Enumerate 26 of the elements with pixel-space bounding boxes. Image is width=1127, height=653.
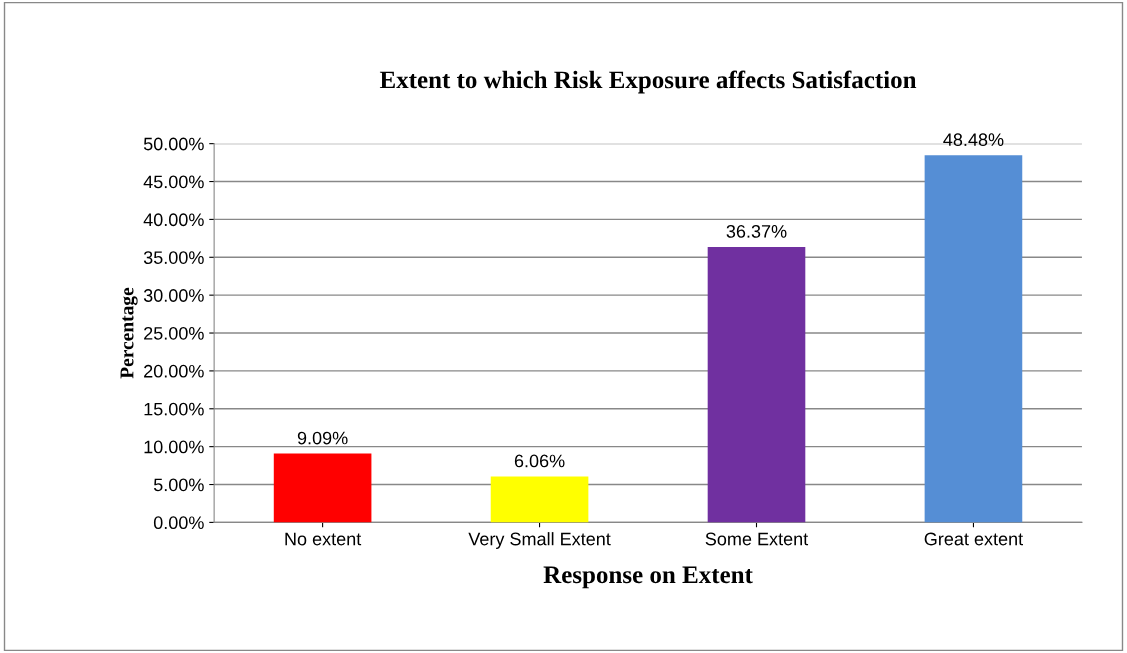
- bar: [924, 155, 1023, 523]
- data-label: 48.48%: [943, 133, 1004, 147]
- x-tick-label: Some Extent: [705, 532, 809, 546]
- data-label: 9.09%: [297, 431, 348, 445]
- data-label: 36.37%: [726, 224, 787, 238]
- bar: [273, 453, 372, 523]
- x-tick-label: Very Small Extent: [468, 532, 611, 549]
- bar: [490, 476, 589, 523]
- x-tick-label: No extent: [285, 532, 362, 546]
- y-tick-label: 0.00%: [153, 516, 204, 530]
- bar: [707, 246, 806, 523]
- chart-title: Extent to which Risk Exposure affects Satisfaction: [379, 70, 917, 94]
- y-axis-title: Percentage: [120, 287, 138, 379]
- y-tick-label: 20.00%: [144, 364, 204, 378]
- y-tick-label: 15.00%: [144, 402, 204, 416]
- y-tick-label: 10.00%: [144, 440, 204, 454]
- data-label: 6.06%: [514, 454, 565, 468]
- x-tick-label: Great extent: [924, 532, 1023, 546]
- y-tick-label: 50.00%: [143, 137, 204, 151]
- y-tick-label: 35.00%: [143, 251, 204, 264]
- y-tick-label: 5.00%: [153, 478, 204, 492]
- x-axis-title: Response on Extent: [543, 566, 753, 589]
- y-tick-label: 40.00%: [143, 213, 204, 227]
- y-tick-label: 45.00%: [143, 175, 204, 189]
- y-tick-label: 25.00%: [144, 326, 204, 340]
- y-tick-label: 30.00%: [143, 289, 204, 302]
